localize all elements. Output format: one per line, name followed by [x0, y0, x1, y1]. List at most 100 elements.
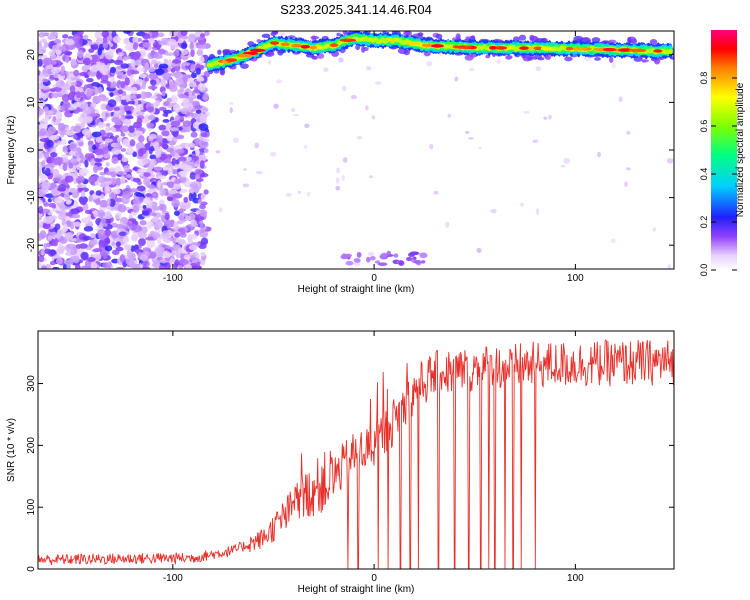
- y-tick-label: 0: [26, 566, 37, 572]
- x-tick-label: 100: [567, 573, 584, 584]
- spectrogram-cell: [163, 58, 169, 66]
- spectrogram-cell: [115, 214, 120, 220]
- spectrogram-cell: [86, 77, 94, 83]
- spectrogram-cell: [38, 46, 47, 55]
- chart-title: S233.2025.341.14.46.R04: [280, 2, 432, 17]
- ridge-halo-cell: [310, 35, 320, 40]
- spectrogram-cell: [195, 174, 201, 180]
- spectrogram-cell: [173, 183, 181, 190]
- spectrogram-cell: [95, 190, 102, 196]
- spectrogram-cell: [199, 160, 205, 169]
- spectrogram-cell: [58, 122, 66, 132]
- spectrogram-cell: [90, 261, 98, 269]
- spectrogram-cell: [80, 190, 86, 198]
- spectrogram-cell: [43, 202, 50, 207]
- top-y-ticks: -20 -10 0 10 20: [26, 49, 674, 252]
- spectrogram-cell: [142, 41, 151, 48]
- spectrogram-cell: [218, 207, 223, 213]
- top-x-ticks: -100 0 100: [163, 31, 584, 284]
- spectrogram-cell: [162, 138, 168, 144]
- spectrogram-cell: [445, 221, 450, 228]
- spectrogram-cell: [169, 127, 180, 132]
- spectrogram-cell: [624, 181, 628, 187]
- y-tick-label: 10: [26, 96, 37, 108]
- spectrogram-cell: [41, 160, 46, 168]
- ridge-peak-cell: [602, 47, 617, 52]
- spectrogram-cell: [138, 135, 145, 143]
- spectrogram-cell: [336, 167, 340, 174]
- spectrogram-cell: [163, 101, 170, 107]
- spectrogram-cell: [50, 182, 56, 190]
- spectrogram-cell: [174, 210, 180, 217]
- spectrogram-cell: [115, 241, 121, 247]
- spectrogram-cell: [168, 140, 176, 146]
- spectrogram-cell: [115, 141, 122, 150]
- spectrogram-cell: [80, 120, 86, 129]
- spectrogram-cell: [161, 90, 166, 97]
- spectrogram-cell: [57, 230, 62, 237]
- spectrogram-cell: [421, 260, 426, 264]
- spectrogram-cell: [190, 72, 197, 79]
- spectrogram-cell: [51, 92, 60, 99]
- ridge-peak-cell: [421, 43, 430, 48]
- spectrogram-cell: [46, 139, 54, 148]
- spectrogram-cell: [371, 115, 375, 120]
- spectrogram-cell: [153, 166, 163, 171]
- spectrogram-cell: [115, 266, 125, 269]
- spectrogram-cell: [197, 199, 203, 204]
- spectrogram-cell: [80, 251, 89, 261]
- spectrogram-cell: [626, 130, 631, 136]
- spectrogram-cell: [183, 75, 188, 84]
- spectrogram-cell: [139, 73, 147, 79]
- spectrogram-cell: [161, 130, 170, 137]
- spectrogram-cell: [128, 223, 137, 231]
- spectrogram-cell: [38, 100, 46, 107]
- spectrogram-cell: [171, 169, 178, 175]
- ridge-halo-cell: [455, 33, 461, 40]
- spectrogram-cell: [161, 143, 167, 149]
- spectrogram-cell: [267, 59, 271, 65]
- spectrogram-cell: [41, 86, 51, 90]
- spectrogram-cell: [156, 44, 161, 51]
- spectrogram-cell: [122, 119, 132, 125]
- spectrogram-cell: [115, 224, 125, 229]
- ridge-halo-cell: [633, 56, 643, 62]
- spectrogram-cell: [136, 117, 143, 125]
- spectrogram-cell: [666, 157, 674, 164]
- spectrogram-cell: [113, 106, 121, 111]
- spectrogram-cell: [189, 172, 197, 180]
- spectrogram-cell: [273, 103, 279, 109]
- ridge-peak-cell: [431, 44, 444, 48]
- spectrogram-cell: [70, 213, 81, 219]
- spectrogram-cell: [125, 94, 131, 103]
- spectrogram-cell: [143, 177, 151, 186]
- spectrogram-cell: [59, 209, 67, 218]
- spectrogram-cell: [76, 164, 81, 171]
- spectrogram-cell: [179, 201, 190, 210]
- ridge-peak-cell: [494, 46, 508, 50]
- ridge-peak-cell: [565, 46, 574, 51]
- spectrogram-cell: [154, 220, 163, 229]
- spectrogram-cell: [113, 59, 124, 65]
- spectrogram-cell: [73, 125, 82, 133]
- top-y-axis-label: Frequency (Hz): [6, 116, 17, 185]
- spectrogram-cell: [178, 258, 189, 265]
- spectrogram-cell: [187, 105, 192, 113]
- spectrogram-cell: [229, 107, 233, 114]
- spectrogram-cell: [560, 164, 566, 168]
- spectrogram-cell: [202, 138, 210, 142]
- ridge-halo-cell: [539, 38, 547, 42]
- spectrogram-cell: [200, 132, 208, 138]
- spectrogram-cell: [197, 83, 206, 92]
- spectrogram-cell: [75, 263, 81, 269]
- spectrogram-cell: [103, 177, 112, 182]
- spectrogram-cell: [160, 78, 166, 87]
- spectrogram-cell: [66, 264, 71, 269]
- spectrogram-cell: [82, 235, 92, 241]
- spectrogram-cell: [243, 168, 247, 171]
- spectrogram-cell: [110, 66, 117, 74]
- spectrogram-cell: [92, 43, 99, 50]
- spectrogram-cell: [94, 148, 105, 156]
- spectrogram-cell: [131, 70, 140, 75]
- y-tick-label: 20: [26, 49, 37, 61]
